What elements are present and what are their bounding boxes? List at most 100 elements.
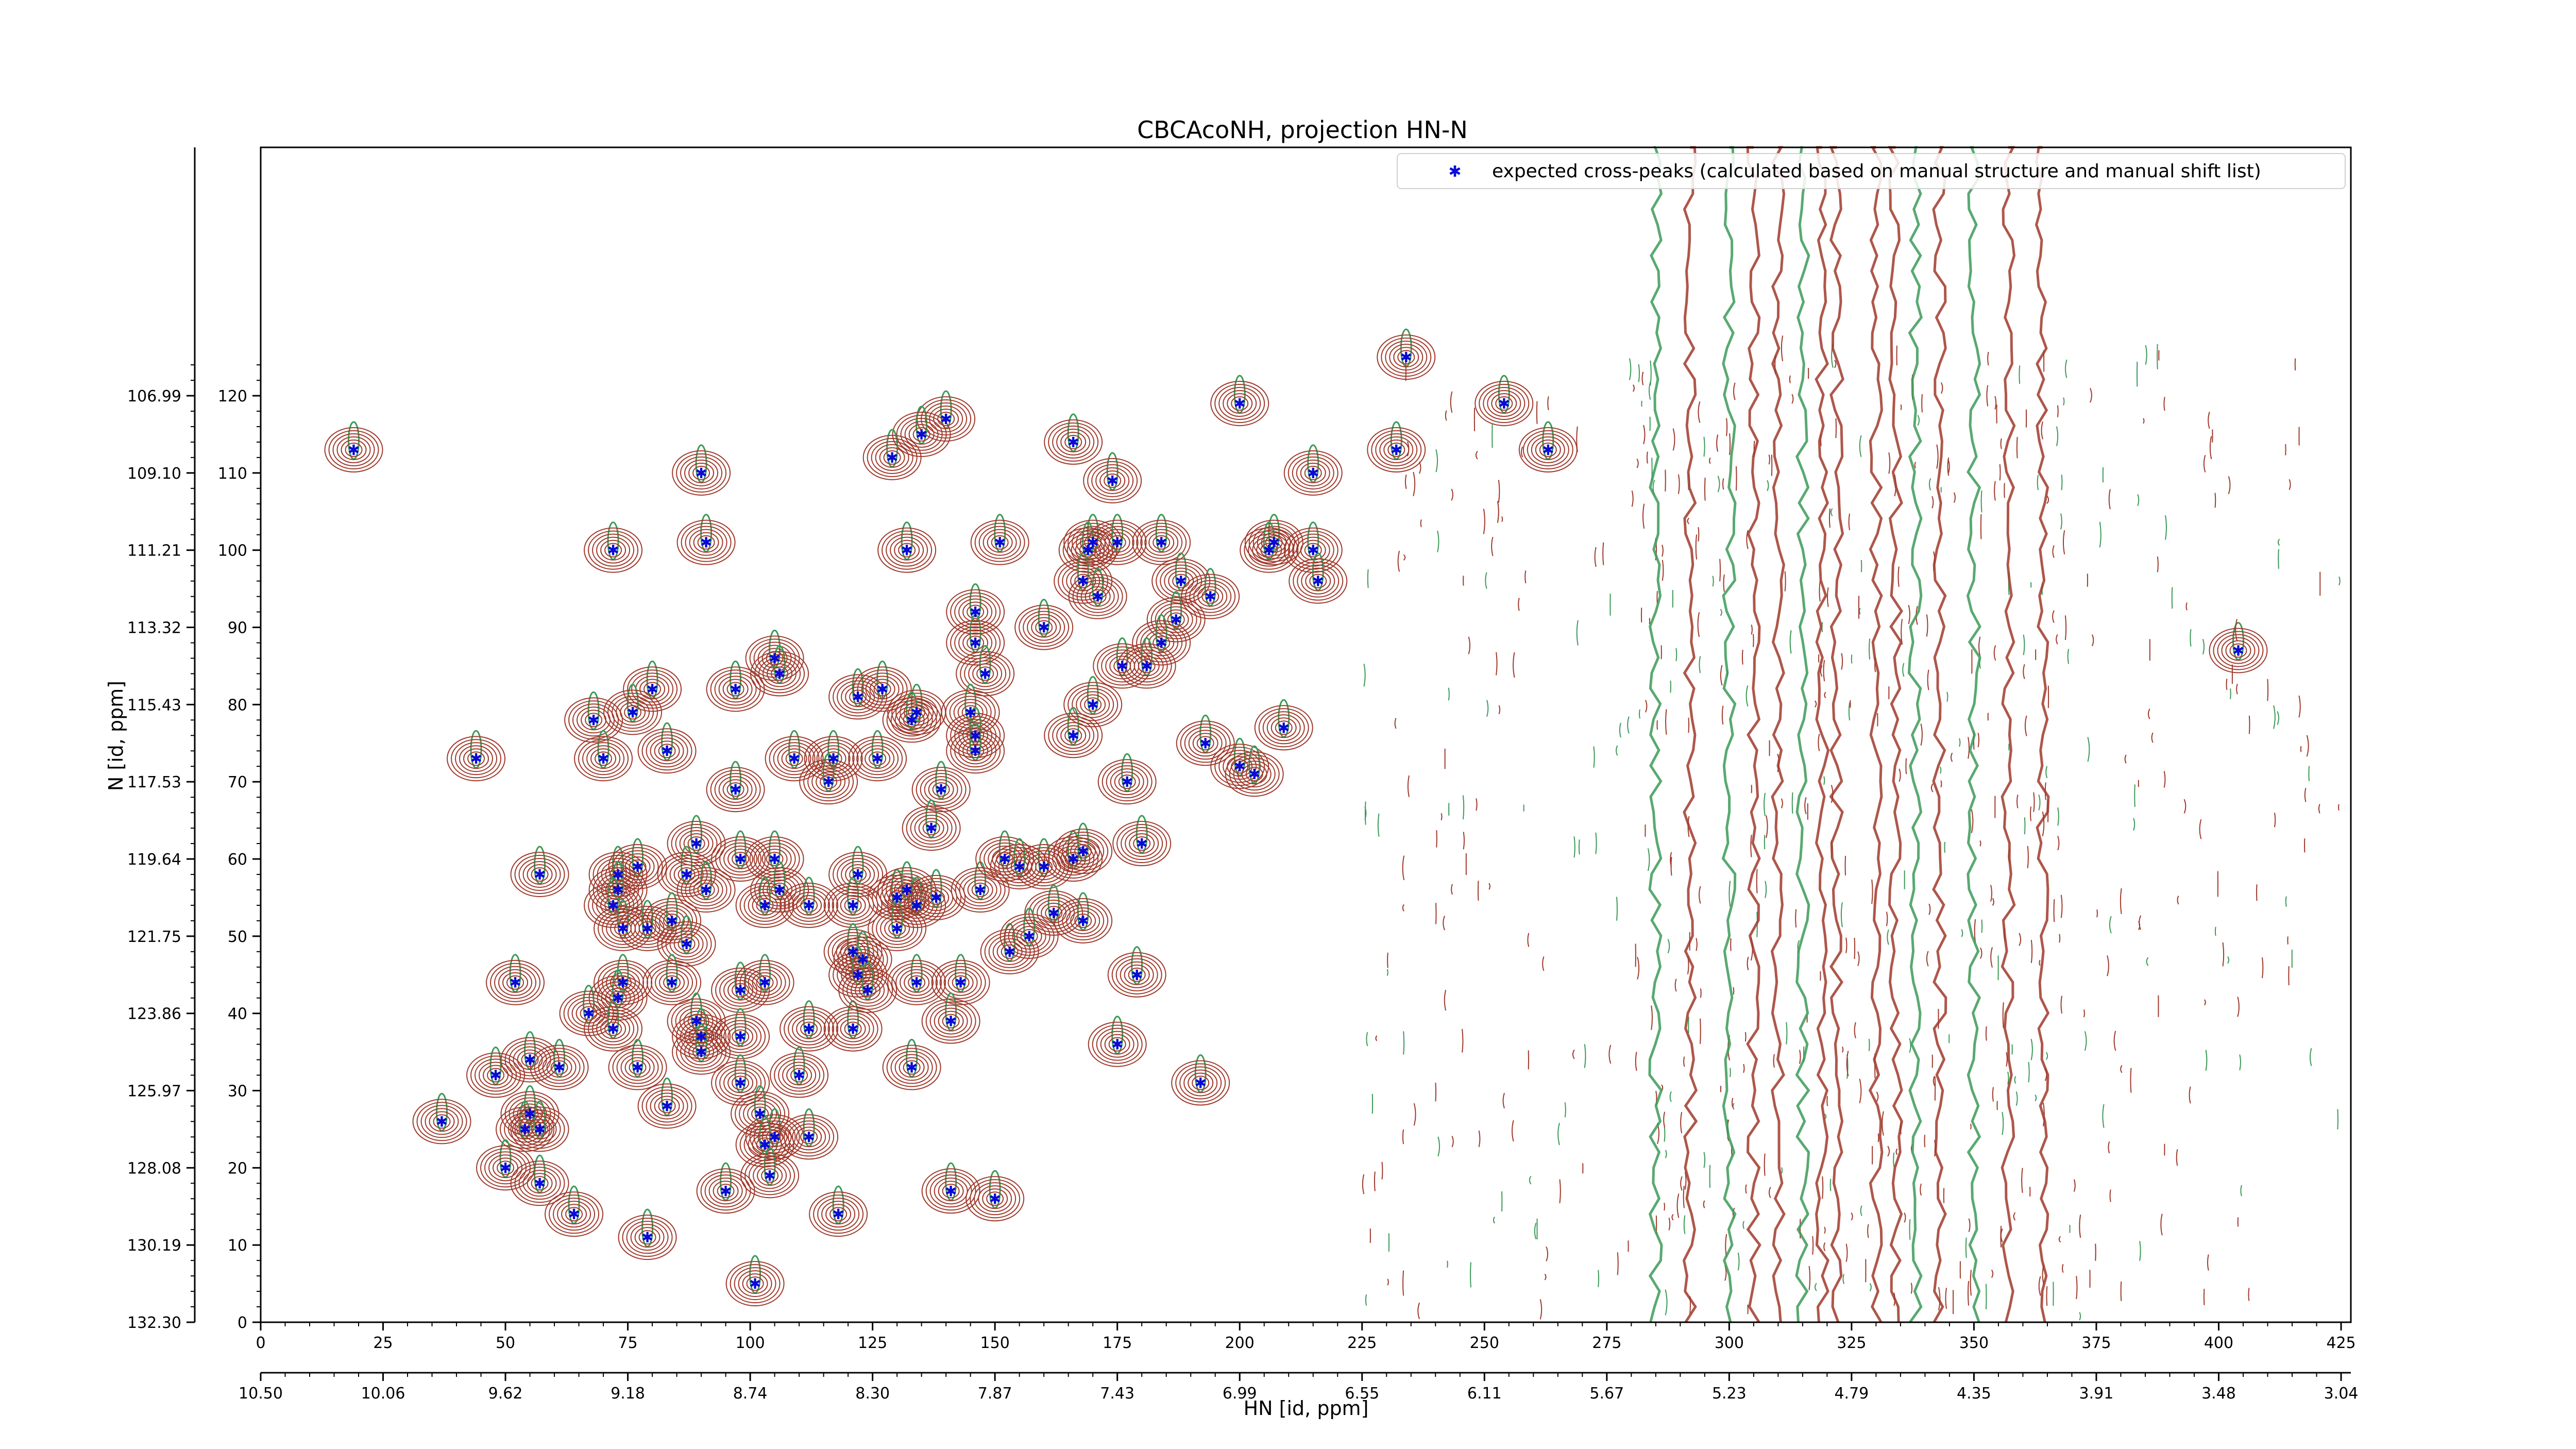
peak-contour-ring — [487, 1068, 505, 1083]
peak-contour-ring — [769, 739, 820, 779]
peak-contour-ring — [550, 1060, 568, 1075]
peak-contour-ring — [910, 812, 953, 845]
x-ppm-tick-label: 9.62 — [488, 1385, 523, 1403]
peak-contour-ring — [618, 905, 677, 951]
peak-contour-ring — [1159, 606, 1193, 633]
peak-contour-ring — [809, 1191, 868, 1237]
noise-contour — [1647, 848, 1650, 871]
noise-contour — [1665, 1289, 1668, 1316]
peak-contour — [868, 900, 927, 951]
peak-contour-ring — [2229, 643, 2247, 658]
noise-contour — [1518, 598, 1520, 611]
peak-contour-ring — [800, 1130, 818, 1144]
peak-contour-ring — [739, 963, 790, 1002]
peak-contour-ring — [1088, 1021, 1147, 1067]
noise-contour — [1468, 636, 1471, 654]
peak-contour-ring — [946, 589, 1005, 635]
noise-contour — [2014, 1076, 2016, 1084]
noise-contour — [1632, 384, 1635, 392]
cross-peak-point: ✱ — [690, 1013, 702, 1030]
peak-contour-ring — [951, 867, 1010, 913]
peak-contour-ring — [1258, 708, 1309, 748]
noise-contour — [2203, 454, 2206, 473]
peak-contour-ring — [676, 1017, 727, 1056]
peak-contour-ring — [958, 737, 993, 765]
peak-contour-ring — [616, 850, 659, 883]
noise-stripe — [1795, 146, 1810, 1323]
peak-contour — [1181, 568, 1240, 619]
peak-contour-ring — [324, 427, 383, 473]
peak-contour-ring — [978, 526, 1021, 559]
noise-contour — [2030, 939, 2033, 963]
cross-peak-point: ✱ — [1067, 727, 1079, 744]
peak-contour-ring — [646, 1089, 688, 1123]
cross-peak-point: ✱ — [803, 1021, 815, 1038]
peak-contour-ring — [903, 1060, 921, 1075]
cross-peak-point: ✱ — [1204, 588, 1216, 605]
cross-peak-point: ✱ — [803, 897, 815, 914]
noise-contour — [1818, 733, 1820, 751]
peak-contour-ring — [1066, 907, 1100, 934]
noise-contour — [1895, 1148, 1898, 1155]
peak-contour-ring — [1112, 821, 1172, 867]
peak-contour-ring — [672, 450, 731, 496]
noise-contour — [1394, 718, 1397, 729]
peak-contour-ring — [1056, 722, 1091, 749]
peak-contour-ring — [921, 1168, 980, 1214]
noise-contour — [1854, 1022, 1856, 1039]
peak-contour-ring — [730, 1264, 781, 1304]
y-ppm-tick-label: 130.19 — [127, 1237, 181, 1255]
cross-peak-point: ✱ — [534, 1175, 546, 1192]
noise-contour — [1646, 451, 1648, 464]
noise-contour — [2239, 1054, 2242, 1071]
peak-contour-ring — [518, 1167, 561, 1200]
peak-contour — [608, 1039, 667, 1090]
noise-contour — [2067, 649, 2070, 664]
cross-peak-point: ✱ — [769, 851, 781, 868]
noise-contour — [2090, 387, 2092, 403]
noise-stripe — [1829, 146, 1844, 1323]
noise-contour — [2107, 955, 2109, 976]
peak-contour-ring — [888, 921, 906, 936]
noise-contour — [1546, 1246, 1549, 1261]
cross-peak-point: ✱ — [891, 920, 903, 937]
noise-contour — [1377, 813, 1380, 837]
noise-contour — [2113, 1031, 2116, 1051]
noise-contour — [1846, 1051, 1849, 1076]
peak-contour-ring — [950, 623, 1001, 663]
cross-peak-point: ✱ — [906, 712, 918, 729]
peak-contour-ring — [688, 1026, 715, 1047]
x-ppm-tick-label: 7.43 — [1100, 1385, 1134, 1403]
peak-contour-ring — [1100, 529, 1134, 556]
peak-contour-ring — [546, 1057, 572, 1078]
peak-contour — [931, 954, 990, 1005]
noise-contour — [1899, 768, 1901, 782]
peak-contour-ring — [1387, 442, 1405, 457]
cross-peak-point: ✱ — [861, 982, 873, 999]
peak-contour-ring — [1289, 558, 1348, 604]
peak-contour-ring — [512, 1119, 538, 1140]
noise-contour — [2248, 715, 2250, 734]
cross-peak-point: ✱ — [930, 889, 942, 906]
peak-contour-ring — [982, 1188, 1008, 1209]
peak-contour-ring — [1375, 433, 1418, 466]
peak-contour-ring — [624, 1057, 651, 1078]
noise-contour — [1909, 1038, 1911, 1053]
noise-contour — [1665, 1150, 1667, 1158]
peak-contour-ring — [1133, 655, 1160, 677]
cross-peak-point: ✱ — [1194, 1075, 1206, 1092]
peak-contour — [946, 614, 1005, 666]
noise-contour — [2120, 1065, 2123, 1073]
peak-contour-ring — [899, 1057, 925, 1078]
peak-contour-ring — [1214, 383, 1265, 423]
noise-contour — [1680, 1112, 1683, 1134]
cross-peak-point: ✱ — [597, 750, 609, 767]
peak-contour-ring — [1097, 759, 1157, 805]
cross-peak-point: ✱ — [955, 974, 967, 991]
noise-contour — [2000, 438, 2002, 449]
noise-contour — [1703, 1200, 1705, 1208]
peak-contour-ring — [738, 1270, 772, 1298]
peak-contour-ring — [747, 1103, 773, 1124]
peak-contour — [1132, 614, 1191, 666]
peak-contour-ring — [646, 734, 688, 768]
